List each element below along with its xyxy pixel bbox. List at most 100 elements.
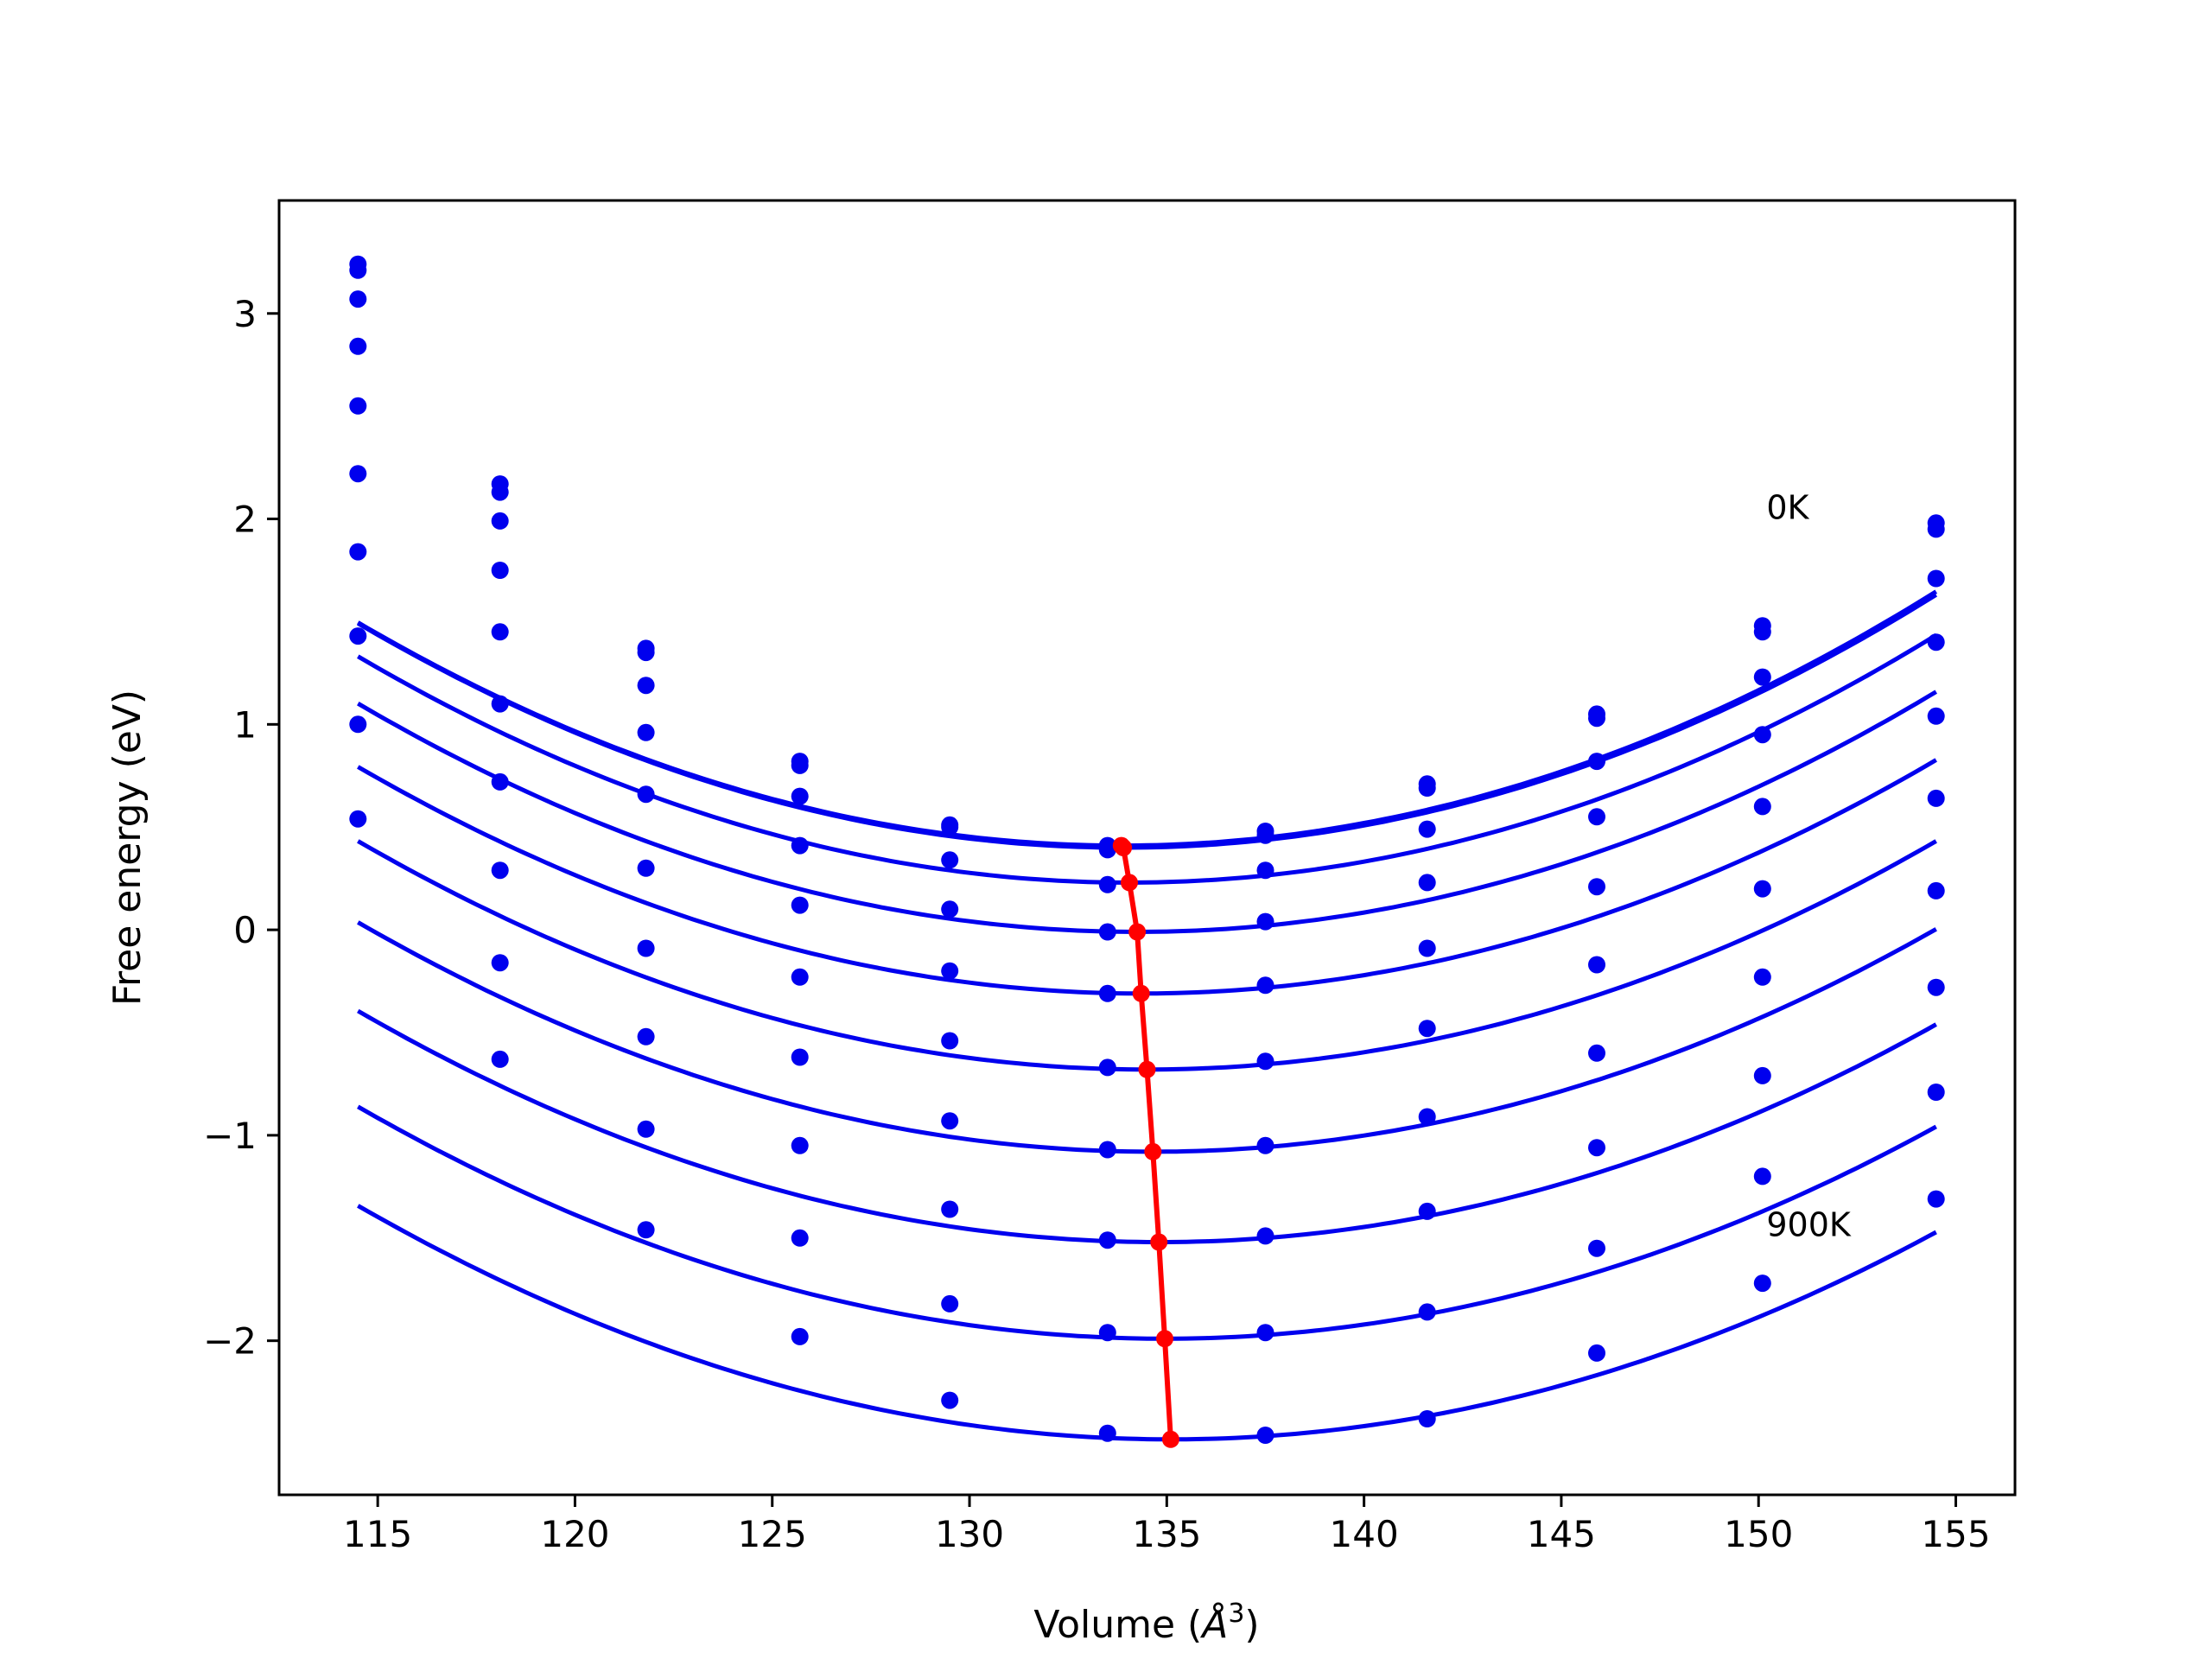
minimum-point-9 bbox=[1161, 1430, 1179, 1448]
minimum-point-3 bbox=[1128, 923, 1147, 941]
data-point-1-3 bbox=[791, 756, 809, 774]
data-point-7-6 bbox=[1256, 1227, 1274, 1245]
data-point-5-8 bbox=[1588, 956, 1605, 974]
data-point-6-0 bbox=[349, 543, 367, 561]
annotation-label: 0K bbox=[1766, 489, 1809, 527]
data-point-6-6 bbox=[1256, 1136, 1274, 1154]
data-point-5-9 bbox=[1753, 880, 1771, 898]
x-tick-label: 145 bbox=[1527, 1513, 1596, 1555]
x-tick-label: 140 bbox=[1330, 1513, 1399, 1555]
isotherm-curve-1 bbox=[357, 593, 1938, 850]
data-point-3-0 bbox=[349, 337, 367, 355]
data-point-7-3 bbox=[791, 1136, 809, 1154]
data-point-9-1 bbox=[491, 1050, 509, 1068]
x-tick-label: 120 bbox=[540, 1513, 609, 1555]
data-point-7-8 bbox=[1588, 1139, 1605, 1157]
x-axis-label-close: ) bbox=[1244, 1603, 1259, 1647]
data-point-4-5 bbox=[1098, 984, 1116, 1002]
y-tick-label: 3 bbox=[233, 293, 257, 335]
minimum-point-2 bbox=[1121, 874, 1138, 892]
data-point-4-10 bbox=[1927, 707, 1945, 725]
data-point-8-3 bbox=[791, 1229, 809, 1247]
data-point-2-10 bbox=[1927, 569, 1945, 588]
minimum-point-8 bbox=[1156, 1330, 1173, 1348]
data-point-5-10 bbox=[1927, 789, 1945, 807]
data-point-1-6 bbox=[1256, 826, 1274, 844]
data-point-4-7 bbox=[1418, 939, 1436, 957]
data-point-9-6 bbox=[1256, 1427, 1274, 1444]
isotherm-curve-2 bbox=[357, 632, 1938, 885]
data-point-1-5 bbox=[1098, 841, 1116, 859]
data-point-9-0 bbox=[349, 810, 367, 828]
data-point-9-3 bbox=[791, 1327, 809, 1345]
isotherm-data-points bbox=[349, 255, 1945, 1444]
data-point-4-8 bbox=[1588, 878, 1605, 896]
data-point-4-2 bbox=[637, 785, 655, 804]
minimum-point-5 bbox=[1138, 1060, 1156, 1078]
data-point-2-2 bbox=[637, 677, 655, 695]
data-point-7-2 bbox=[637, 1027, 655, 1046]
data-point-1-7 bbox=[1418, 779, 1436, 797]
isotherm-curve-3 bbox=[357, 690, 1937, 934]
data-point-3-7 bbox=[1418, 874, 1436, 892]
minimum-point-4 bbox=[1132, 984, 1150, 1002]
x-axis-label-symbol: Å bbox=[1199, 1601, 1228, 1647]
data-point-8-10 bbox=[1927, 1084, 1945, 1101]
data-point-5-7 bbox=[1418, 1020, 1436, 1038]
data-point-5-0 bbox=[349, 465, 367, 483]
data-point-8-5 bbox=[1098, 1324, 1116, 1342]
data-point-9-4 bbox=[941, 1391, 959, 1409]
y-axis-label: Free energy (eV) bbox=[105, 690, 149, 1006]
data-point-2-7 bbox=[1418, 820, 1436, 838]
minimum-point-6 bbox=[1144, 1142, 1162, 1160]
data-point-2-3 bbox=[791, 787, 809, 805]
data-point-6-3 bbox=[791, 1048, 809, 1066]
data-point-5-6 bbox=[1256, 1052, 1274, 1071]
data-point-2-6 bbox=[1256, 861, 1274, 880]
data-point-3-4 bbox=[941, 900, 959, 918]
data-point-8-8 bbox=[1588, 1239, 1605, 1257]
data-point-5-1 bbox=[491, 695, 509, 713]
data-point-4-3 bbox=[791, 896, 809, 914]
data-point-3-3 bbox=[791, 836, 809, 855]
data-point-3-9 bbox=[1753, 726, 1771, 744]
data-point-6-2 bbox=[637, 939, 655, 957]
isotherm-curve-7 bbox=[357, 1008, 1937, 1244]
y-tick-label: 1 bbox=[233, 703, 257, 746]
data-point-2-1 bbox=[491, 512, 509, 530]
minimum-point-7 bbox=[1150, 1233, 1168, 1251]
data-point-2-8 bbox=[1588, 753, 1605, 771]
x-tick-label: 155 bbox=[1921, 1513, 1990, 1555]
data-point-6-9 bbox=[1753, 968, 1771, 986]
data-point-9-8 bbox=[1588, 1344, 1605, 1362]
minimum-point-1 bbox=[1115, 839, 1133, 856]
data-point-2-0 bbox=[349, 290, 367, 308]
data-point-1-9 bbox=[1753, 623, 1771, 641]
minimum-path-line bbox=[1119, 843, 1173, 1440]
data-point-1-0 bbox=[349, 261, 367, 279]
data-point-4-1 bbox=[491, 623, 509, 641]
data-point-1-4 bbox=[941, 818, 959, 836]
data-point-9-7 bbox=[1418, 1410, 1436, 1427]
data-point-8-4 bbox=[941, 1294, 959, 1313]
data-point-2-5 bbox=[1098, 875, 1116, 893]
data-point-8-2 bbox=[637, 1120, 655, 1138]
data-point-7-7 bbox=[1418, 1202, 1436, 1220]
data-point-8-1 bbox=[491, 954, 509, 972]
data-point-7-1 bbox=[491, 861, 509, 880]
data-point-2-9 bbox=[1753, 668, 1771, 686]
data-point-4-6 bbox=[1256, 976, 1274, 995]
data-point-6-8 bbox=[1588, 1044, 1605, 1062]
data-point-6-4 bbox=[941, 1112, 959, 1130]
data-point-5-4 bbox=[941, 1032, 959, 1050]
x-tick-label: 130 bbox=[935, 1513, 1004, 1555]
data-point-9-5 bbox=[1098, 1424, 1116, 1442]
data-point-4-9 bbox=[1753, 798, 1771, 816]
data-point-7-5 bbox=[1098, 1231, 1116, 1249]
data-point-2-4 bbox=[941, 851, 959, 869]
data-point-8-0 bbox=[349, 715, 367, 734]
data-point-4-4 bbox=[941, 962, 959, 980]
y-axis-ticks: −2 −1 0 1 2 3 bbox=[203, 293, 279, 1363]
